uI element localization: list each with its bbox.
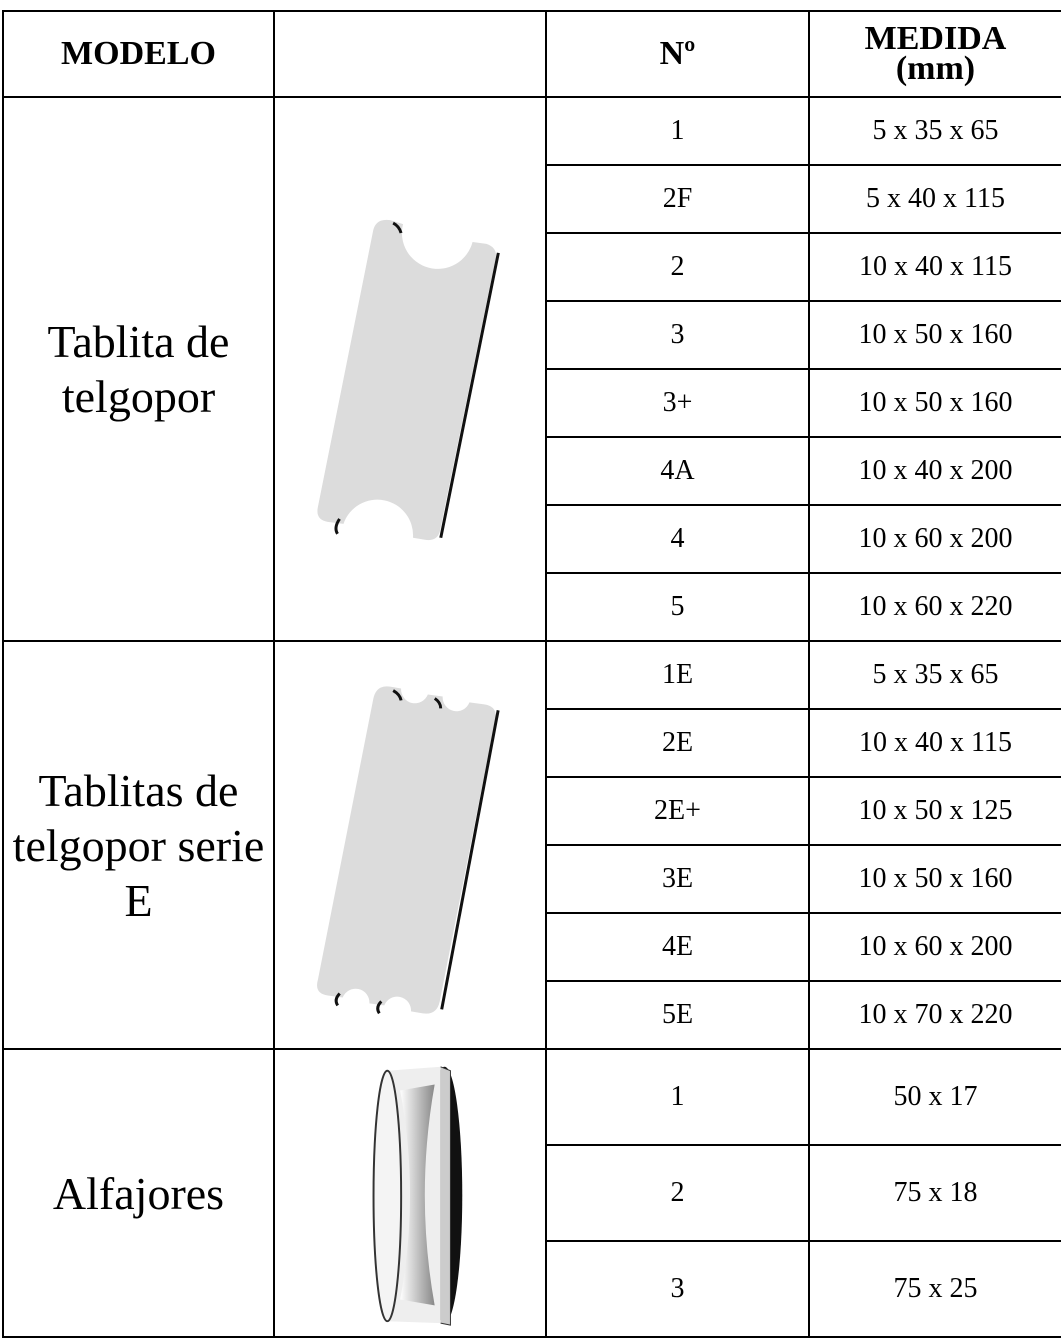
model-size: 5 x 35 x 65	[808, 96, 1061, 166]
model-number: 5E	[545, 980, 810, 1050]
model-number: 1	[545, 1048, 810, 1146]
model-number: 5	[545, 572, 810, 642]
row: Alfajores 1 50 x 17	[2, 1048, 1061, 1338]
model-size: 10 x 50 x 160	[808, 368, 1061, 438]
model-number: 4	[545, 504, 810, 574]
row: 2F 5 x 40 x 115	[3, 164, 1061, 234]
model-illustration	[317, 686, 500, 1015]
model-image	[273, 96, 547, 642]
model-number: 3	[545, 1240, 810, 1338]
model-name: Tablita de telgopor	[2, 96, 275, 642]
model-size: 10 x 70 x 220	[808, 980, 1061, 1050]
header-text: MEDIDA	[864, 20, 1007, 57]
model-size: 10 x 60 x 220	[808, 572, 1061, 642]
row: 3E 10 x 50 x 160	[3, 844, 1061, 914]
header-row: MODELO Nº MEDIDA (mm)	[2, 10, 1061, 98]
header-cell: MEDIDA (mm)	[808, 10, 1061, 98]
model-number: 2	[545, 232, 810, 302]
model-size: 10 x 50 x 160	[808, 844, 1061, 914]
model-number: 1	[545, 96, 810, 166]
model-size: 75 x 18	[808, 1144, 1061, 1242]
model-size: 10 x 40 x 115	[808, 232, 1061, 302]
model-size: 10 x 60 x 200	[808, 504, 1061, 574]
model-size: 5 x 40 x 115	[808, 164, 1061, 234]
model-size: 50 x 17	[808, 1048, 1061, 1146]
model-number: 4E	[545, 912, 810, 982]
model-number: 2E	[545, 708, 810, 778]
model-number: 2	[545, 1144, 810, 1242]
row: 3+ 10 x 50 x 160	[3, 368, 1061, 438]
model-number: 1E	[545, 640, 810, 710]
model-size: 5 x 35 x 65	[808, 640, 1061, 710]
model-size: 10 x 50 x 125	[808, 776, 1061, 846]
model-number: 3+	[545, 368, 810, 438]
model-number: 4A	[545, 436, 810, 506]
row: 2E+ 10 x 50 x 125	[3, 776, 1061, 846]
header-cell	[273, 10, 547, 98]
header-cell: Nº	[545, 10, 810, 98]
model-number: 3E	[545, 844, 810, 914]
model-size: 10 x 60 x 200	[808, 912, 1061, 982]
model-illustration	[372, 1066, 463, 1326]
model-name: Tablitas de telgopor serie E	[2, 640, 275, 1050]
model-illustration	[317, 219, 500, 541]
row: 4 10 x 60 x 200	[3, 504, 1061, 574]
row: Tablitas de telgopor serie E 1E 5 x 35 x 6…	[2, 640, 1061, 1050]
row: 3 10 x 50 x 160	[3, 300, 1061, 370]
row: 2E 10 x 40 x 115	[3, 708, 1061, 778]
header-unit: (mm)	[895, 50, 976, 87]
row: 4E 10 x 60 x 200	[3, 912, 1061, 982]
model-number: 2E+	[545, 776, 810, 846]
model-name: Alfajores	[2, 1048, 275, 1338]
product-table: MODELO Nº MEDIDA (mm) Tablita de telgopor…	[2, 10, 1061, 1338]
model-size: 75 x 25	[808, 1240, 1061, 1338]
model-number: 2F	[545, 164, 810, 234]
row: 4A 10 x 40 x 200	[3, 436, 1061, 506]
header-cell: MODELO	[2, 10, 275, 98]
model-image	[273, 640, 547, 1050]
model-size: 10 x 40 x 115	[808, 708, 1061, 778]
row: 5 10 x 60 x 220	[3, 572, 1061, 642]
model-size: 10 x 40 x 200	[808, 436, 1061, 506]
row: 2 10 x 40 x 115	[3, 232, 1061, 302]
model-number: 3	[545, 300, 810, 370]
model-size: 10 x 50 x 160	[808, 300, 1061, 370]
model-image	[273, 1048, 547, 1338]
row: 5E 10 x 70 x 220	[3, 980, 1061, 1050]
row: 2 75 x 18	[3, 1144, 1061, 1242]
row: 3 75 x 25	[3, 1240, 1061, 1338]
row: Tablita de telgopor 1 5 x 35 x 65	[2, 96, 1061, 642]
